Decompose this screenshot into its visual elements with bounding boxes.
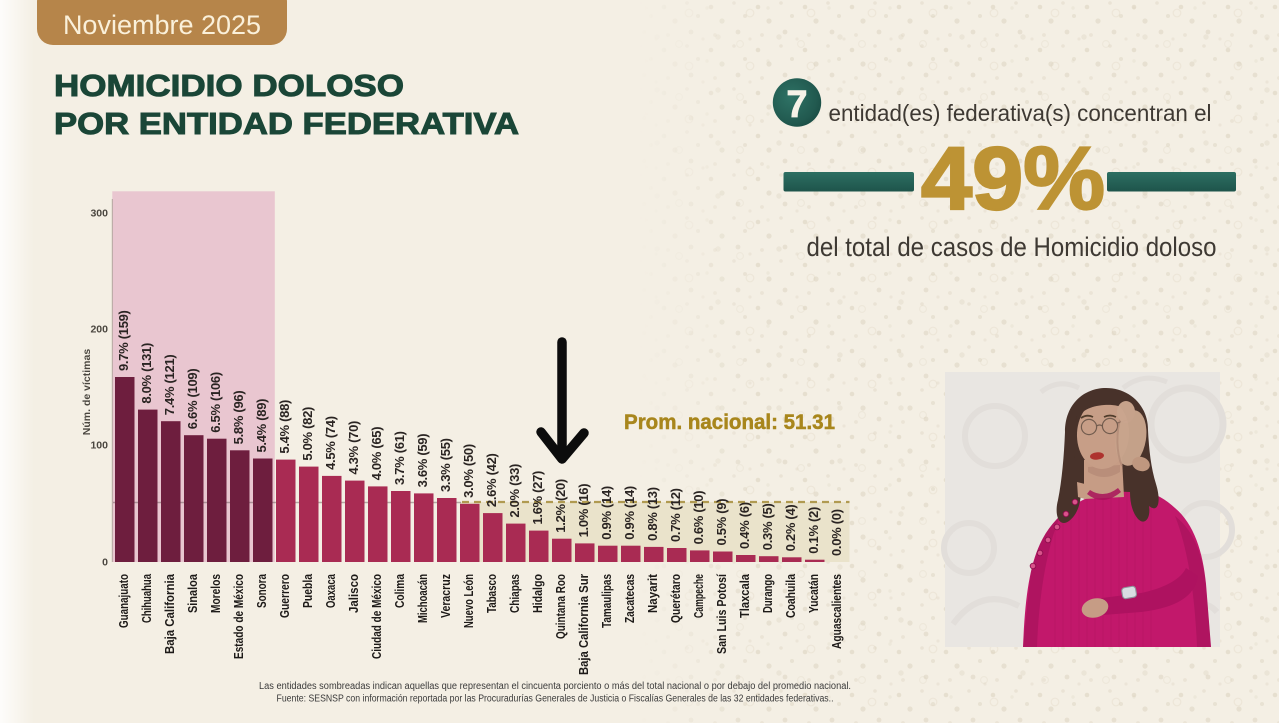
svg-text:Yucatán: Yucatán bbox=[807, 574, 821, 613]
svg-text:0.4% (6): 0.4% (6) bbox=[737, 502, 752, 549]
svg-text:1.6% (27): 1.6% (27) bbox=[530, 471, 545, 525]
svg-text:0.3% (5): 0.3% (5) bbox=[760, 503, 775, 550]
svg-text:Querétaro: Querétaro bbox=[669, 574, 683, 623]
svg-text:Guanajuato: Guanajuato bbox=[117, 574, 131, 628]
svg-text:Noviembre 2025: Noviembre 2025 bbox=[63, 10, 261, 40]
svg-text:1.0% (16): 1.0% (16) bbox=[576, 484, 591, 538]
svg-text:5.4% (89): 5.4% (89) bbox=[254, 399, 269, 453]
svg-text:del total de casos de Homicidi: del total de casos de Homicidio doloso bbox=[807, 232, 1217, 262]
svg-text:Coahuila: Coahuila bbox=[784, 573, 798, 618]
svg-text:4.0% (65): 4.0% (65) bbox=[369, 427, 384, 481]
svg-text:POR ENTIDAD FEDERATIVA: POR ENTIDAD FEDERATIVA bbox=[54, 106, 519, 141]
svg-text:49%: 49% bbox=[921, 128, 1105, 228]
svg-text:entidad(es) federativa(s) conc: entidad(es) federativa(s) concentran el bbox=[829, 100, 1212, 126]
svg-text:0.1% (2): 0.1% (2) bbox=[806, 507, 821, 554]
svg-text:Zacatecas: Zacatecas bbox=[623, 574, 637, 623]
svg-text:Chiapas: Chiapas bbox=[508, 574, 522, 613]
svg-text:Prom. nacional: 51.31: Prom. nacional: 51.31 bbox=[624, 411, 835, 434]
svg-text:Ciudad de México: Ciudad de México bbox=[370, 574, 384, 659]
svg-text:Hidalgo: Hidalgo bbox=[531, 574, 545, 613]
svg-text:Sonora: Sonora bbox=[255, 573, 269, 608]
svg-text:0.9% (14): 0.9% (14) bbox=[622, 486, 637, 540]
svg-text:Fuente: SESNSP con información: Fuente: SESNSP con información reportada… bbox=[277, 694, 834, 705]
svg-text:0.7% (12): 0.7% (12) bbox=[668, 488, 683, 542]
svg-text:Núm. de víctimas: Núm. de víctimas bbox=[81, 349, 93, 436]
svg-text:4.5% (74): 4.5% (74) bbox=[323, 416, 338, 470]
svg-text:Durango: Durango bbox=[761, 574, 775, 613]
svg-text:Michoacán: Michoacán bbox=[416, 574, 430, 623]
svg-text:3.3% (55): 3.3% (55) bbox=[438, 438, 453, 492]
svg-text:0.2% (4): 0.2% (4) bbox=[783, 505, 798, 552]
svg-text:3.0% (50): 3.0% (50) bbox=[461, 444, 476, 498]
svg-text:Oaxaca: Oaxaca bbox=[324, 573, 338, 608]
svg-text:Quintana Roo: Quintana Roo bbox=[554, 574, 568, 639]
svg-text:Las entidades sombreadas indic: Las entidades sombreadas indican aquella… bbox=[259, 681, 851, 692]
svg-text:Chihuahua: Chihuahua bbox=[140, 573, 154, 623]
svg-text:Tamaulipas: Tamaulipas bbox=[600, 574, 614, 628]
svg-text:100: 100 bbox=[90, 440, 108, 452]
svg-text:0.5% (9): 0.5% (9) bbox=[714, 499, 729, 546]
svg-text:Tlaxcala: Tlaxcala bbox=[738, 573, 752, 618]
svg-text:Tabasco: Tabasco bbox=[485, 574, 499, 613]
svg-text:Nayarit: Nayarit bbox=[646, 573, 660, 613]
svg-text:0: 0 bbox=[102, 557, 108, 569]
svg-text:HOMICIDIO DOLOSO: HOMICIDIO DOLOSO bbox=[54, 68, 404, 103]
svg-text:3.6% (59): 3.6% (59) bbox=[415, 434, 430, 488]
svg-text:6.6% (109): 6.6% (109) bbox=[185, 369, 200, 430]
svg-text:0.6% (10): 0.6% (10) bbox=[691, 491, 706, 545]
svg-text:7.4% (121): 7.4% (121) bbox=[162, 355, 177, 416]
svg-text:0.0% (0): 0.0% (0) bbox=[829, 509, 844, 556]
svg-text:5.8% (96): 5.8% (96) bbox=[231, 391, 246, 445]
svg-text:4.3% (70): 4.3% (70) bbox=[346, 421, 361, 475]
svg-text:9.7% (159): 9.7% (159) bbox=[116, 310, 131, 371]
svg-text:5.4% (88): 5.4% (88) bbox=[277, 400, 292, 454]
svg-text:Colima: Colima bbox=[393, 573, 407, 608]
svg-text:Veracruz: Veracruz bbox=[439, 574, 453, 618]
svg-text:Baja California: Baja California bbox=[163, 573, 177, 654]
svg-text:8.0% (131): 8.0% (131) bbox=[139, 343, 154, 404]
svg-text:2.0% (33): 2.0% (33) bbox=[507, 464, 522, 518]
svg-text:Estado de México: Estado de México bbox=[232, 574, 246, 659]
svg-text:3.7% (61): 3.7% (61) bbox=[392, 431, 407, 485]
svg-text:0.8% (13): 0.8% (13) bbox=[645, 487, 660, 541]
svg-text:Morelos: Morelos bbox=[209, 574, 223, 613]
svg-text:Nuevo León: Nuevo León bbox=[462, 574, 476, 628]
svg-text:Guerrero: Guerrero bbox=[278, 574, 292, 618]
svg-text:San Luis Potosí: San Luis Potosí bbox=[715, 574, 729, 654]
svg-text:300: 300 bbox=[90, 208, 108, 220]
svg-text:Jalisco: Jalisco bbox=[347, 574, 361, 613]
svg-text:7: 7 bbox=[786, 84, 807, 126]
svg-text:5.0% (82): 5.0% (82) bbox=[300, 407, 315, 461]
svg-text:6.5% (106): 6.5% (106) bbox=[208, 372, 223, 433]
svg-text:200: 200 bbox=[90, 324, 108, 336]
svg-text:1.2% (20): 1.2% (20) bbox=[553, 479, 568, 533]
svg-text:Puebla: Puebla bbox=[301, 573, 315, 608]
svg-text:Sinaloa: Sinaloa bbox=[186, 573, 200, 613]
svg-text:Baja California Sur: Baja California Sur bbox=[577, 574, 591, 675]
svg-text:0.9% (14): 0.9% (14) bbox=[599, 486, 614, 540]
svg-text:Aguascalientes: Aguascalientes bbox=[830, 574, 844, 649]
svg-text:Campeche: Campeche bbox=[692, 574, 706, 618]
svg-text:2.6% (42): 2.6% (42) bbox=[484, 453, 499, 507]
